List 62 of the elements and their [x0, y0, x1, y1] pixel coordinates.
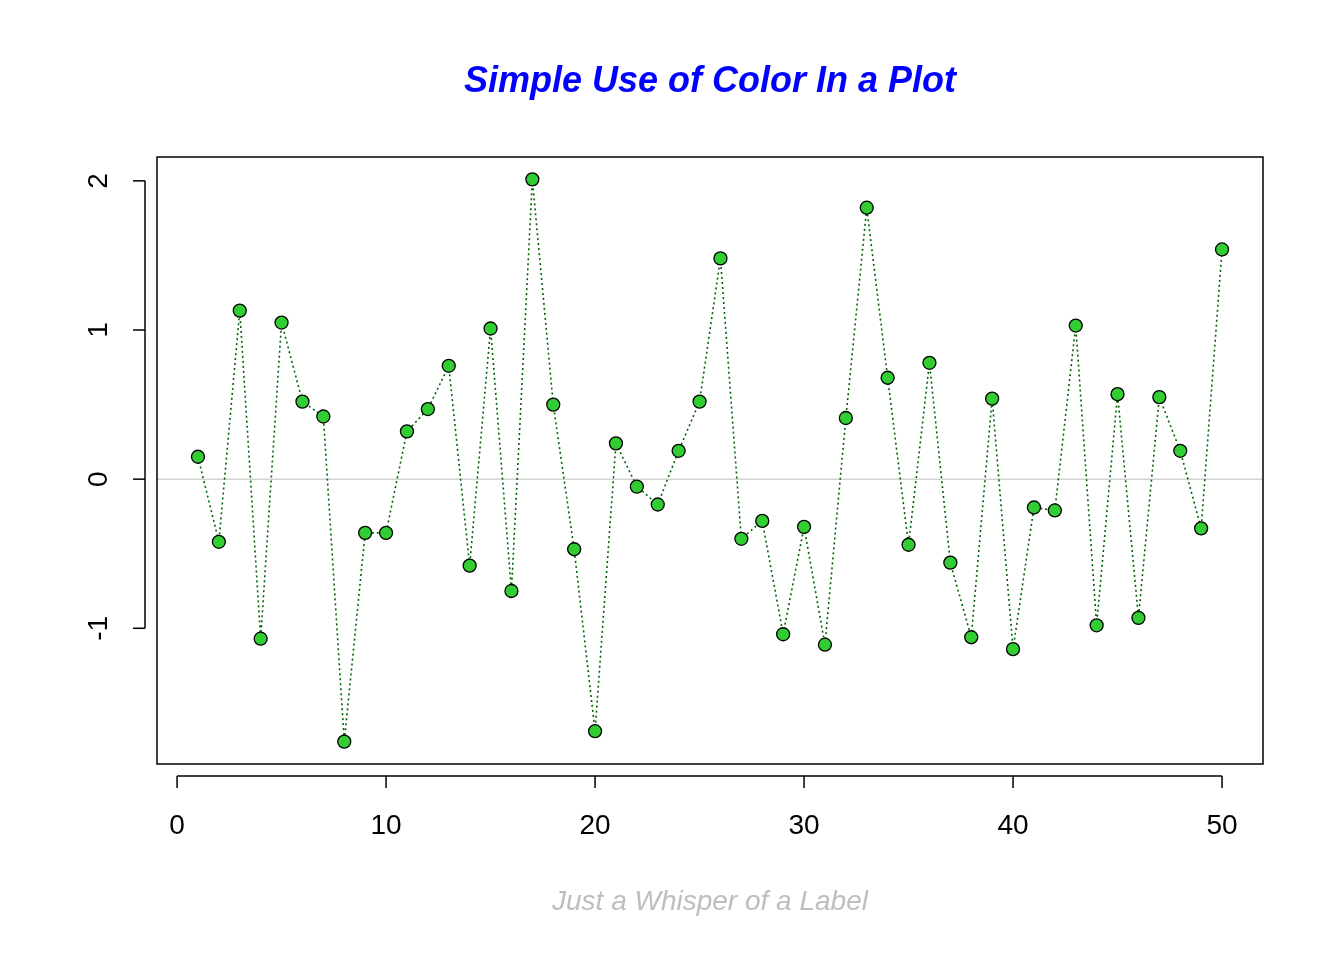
point	[880, 370, 895, 385]
point	[190, 449, 206, 464]
point	[713, 251, 728, 266]
point	[922, 355, 937, 370]
point	[274, 315, 289, 330]
point	[671, 443, 686, 458]
point	[295, 394, 310, 409]
point	[1214, 242, 1230, 257]
point	[232, 303, 247, 318]
point	[755, 513, 770, 529]
x-tick-label: 20	[579, 809, 611, 840]
point	[692, 394, 707, 409]
x-tick-label: 30	[788, 809, 820, 840]
point	[901, 537, 916, 552]
point	[964, 630, 979, 645]
x-tick-label: 40	[997, 809, 1029, 840]
point	[859, 200, 874, 215]
point	[316, 409, 331, 424]
point	[776, 627, 791, 642]
point	[504, 583, 519, 599]
y-tick-label: 0	[82, 471, 113, 487]
point	[1173, 443, 1188, 458]
point	[1005, 642, 1021, 657]
chart-title: Simple Use of Color In a Plot	[463, 59, 959, 100]
point	[337, 734, 352, 749]
x-axis-title: Just a Whisper of a Label	[551, 885, 869, 916]
point	[1110, 386, 1125, 402]
y-tick-label: 2	[82, 173, 113, 189]
y-tick-label: 1	[82, 322, 113, 338]
point	[587, 724, 603, 739]
point	[1026, 500, 1042, 515]
x-tick-label: 0	[169, 809, 185, 840]
point	[838, 410, 853, 426]
point	[441, 358, 456, 373]
point	[734, 531, 749, 546]
point	[629, 479, 644, 494]
point	[817, 637, 833, 652]
point	[650, 497, 665, 512]
point	[378, 525, 394, 540]
x-tick-label: 10	[370, 809, 402, 840]
point	[420, 401, 436, 417]
point	[1068, 318, 1083, 333]
point	[796, 519, 812, 535]
point	[1089, 618, 1104, 633]
point	[943, 555, 958, 570]
x-tick-label: 50	[1206, 809, 1238, 840]
point	[546, 397, 561, 412]
point	[483, 321, 498, 336]
point	[399, 424, 415, 439]
point	[608, 436, 624, 451]
point	[1131, 610, 1146, 625]
point	[1047, 503, 1062, 518]
point	[567, 542, 582, 557]
point	[984, 391, 1000, 406]
y-tick-label: -1	[82, 615, 113, 641]
point	[462, 558, 477, 573]
point	[1152, 389, 1167, 405]
point	[358, 525, 373, 540]
point	[253, 631, 268, 646]
point	[525, 172, 540, 187]
point	[211, 534, 227, 549]
point	[1193, 521, 1209, 536]
